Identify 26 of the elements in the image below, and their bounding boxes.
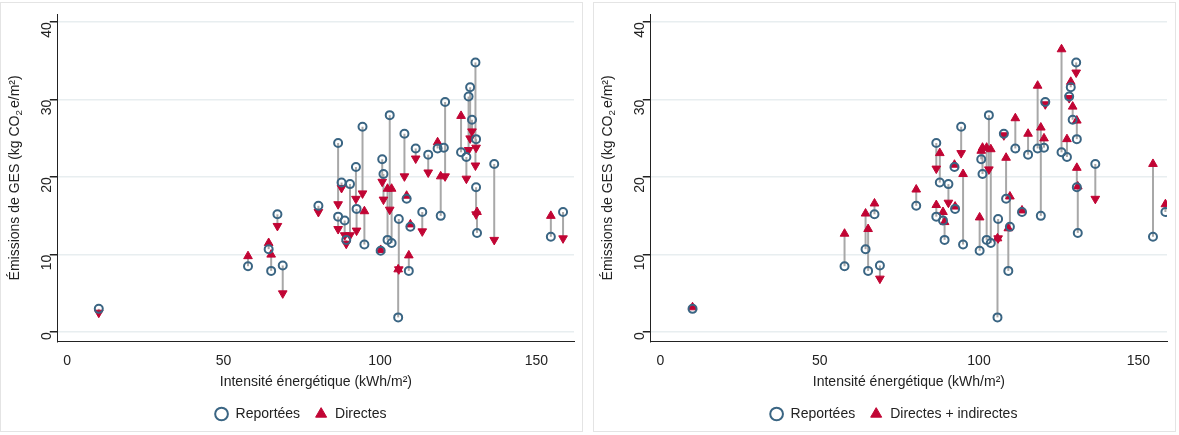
x-tick-label: 0: [63, 351, 72, 368]
legend-label: Reportées: [235, 404, 301, 421]
y-tick-label: 40: [37, 21, 54, 38]
y-tick-label: 0: [37, 331, 54, 340]
y-tick-label: 0: [630, 331, 647, 340]
y-tick-label: 30: [37, 99, 54, 116]
y-tick-label: 40: [630, 21, 647, 38]
y-tick-label: 10: [37, 254, 54, 271]
y-tick-label: 20: [630, 176, 647, 193]
x-axis-title: Intensité énergétique (kWh/m²): [812, 373, 1005, 390]
y-axis-title: Émissions de GES (kg CO2e/m²): [598, 75, 617, 281]
y-tick-label: 30: [630, 99, 647, 116]
x-tick-label: 100: [368, 351, 392, 368]
y-axis-title: Émissions de GES (kg CO2e/m²): [5, 75, 24, 281]
x-tick-label: 50: [215, 351, 232, 368]
y-tick-label: 10: [630, 254, 647, 271]
x-tick-label: 150: [524, 351, 549, 368]
legend-label: Directes + indirectes: [890, 404, 1018, 421]
x-axis-title: Intensité énergétique (kWh/m²): [219, 373, 412, 390]
legend-label: Reportées: [790, 404, 856, 421]
y-tick-label: 20: [37, 176, 54, 193]
x-tick-label: 100: [967, 351, 991, 368]
x-tick-label: 0: [656, 351, 665, 368]
x-tick-label: 50: [811, 351, 828, 368]
x-tick-label: 150: [1126, 351, 1151, 368]
legend-label: Directes: [335, 404, 387, 421]
